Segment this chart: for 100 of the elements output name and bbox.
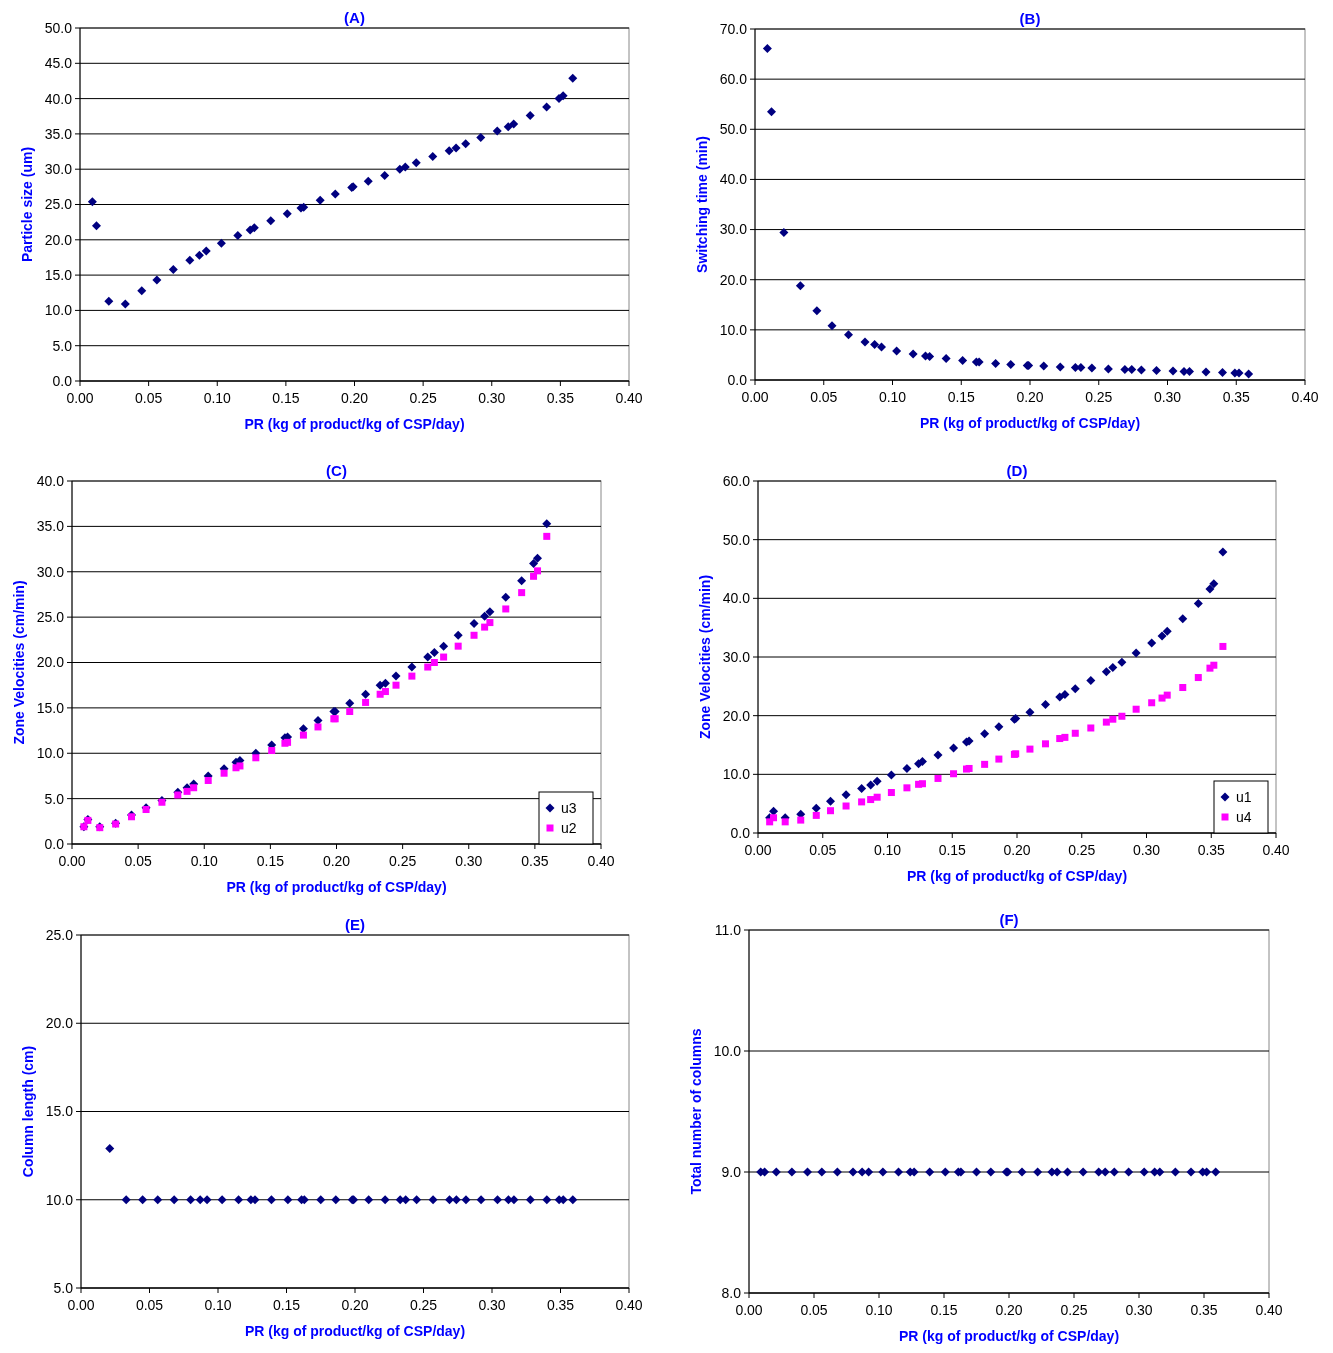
y-tick-label: 30.0 bbox=[36, 563, 65, 580]
x-axis-title: PR (kg of product/kg of CSP/day) bbox=[244, 1323, 466, 1339]
y-tick-label: 10.0 bbox=[44, 302, 73, 319]
legend-label: u4 bbox=[1236, 808, 1252, 825]
y-tick-label: 0.0 bbox=[730, 824, 751, 841]
y-tick-label: 60.0 bbox=[722, 472, 751, 489]
x-tick-label: 0.40 bbox=[1255, 1302, 1283, 1318]
y-axis-title: Switching time (min) bbox=[694, 136, 710, 273]
chart-title: (F) bbox=[999, 911, 1019, 928]
y-tick-label: 25.0 bbox=[36, 609, 65, 626]
y-tick-label: 10.0 bbox=[713, 1042, 742, 1059]
y-axis-title: Particle size (um) bbox=[19, 146, 35, 263]
y-tick-label: 8.0 bbox=[721, 1284, 742, 1301]
x-tick-label: 0.10 bbox=[204, 1297, 232, 1313]
x-tick-label: 0.10 bbox=[873, 842, 902, 858]
x-tick-label: 0.20 bbox=[341, 1297, 369, 1313]
x-tick-label: 0.25 bbox=[409, 390, 437, 406]
x-axis-title: PR (kg of product/kg of CSP/day) bbox=[906, 868, 1128, 884]
y-tick-label: 25.0 bbox=[44, 196, 73, 213]
y-tick-label: 10.0 bbox=[36, 745, 65, 762]
x-tick-label: 0.15 bbox=[938, 842, 967, 858]
y-tick-label: 0.0 bbox=[52, 372, 73, 389]
x-tick-label: 0.00 bbox=[67, 1297, 95, 1313]
x-tick-label: 0.25 bbox=[409, 1297, 438, 1313]
y-tick-label: 50.0 bbox=[722, 531, 751, 548]
y-tick-label: 30.0 bbox=[722, 648, 751, 665]
x-tick-label: 0.35 bbox=[1190, 1302, 1218, 1318]
x-tick-label: 0.15 bbox=[930, 1302, 958, 1318]
x-tick-label: 0.00 bbox=[735, 1302, 763, 1318]
legend-label: u2 bbox=[561, 819, 577, 836]
legend-label: u3 bbox=[561, 799, 577, 816]
y-tick-label: 0.0 bbox=[727, 371, 748, 388]
x-tick-label: 0.30 bbox=[1132, 842, 1161, 858]
x-tick-label: 0.00 bbox=[58, 853, 86, 869]
x-tick-label: 0.10 bbox=[203, 390, 232, 406]
x-tick-label: 0.35 bbox=[1222, 389, 1251, 405]
x-tick-label: 0.10 bbox=[190, 853, 219, 869]
x-tick-label: 0.40 bbox=[1291, 389, 1319, 405]
chart-title: (A) bbox=[344, 9, 365, 26]
x-tick-label: 0.25 bbox=[1060, 1302, 1088, 1318]
y-tick-label: 5.0 bbox=[44, 790, 65, 807]
x-tick-label: 0.40 bbox=[587, 853, 615, 869]
x-tick-label: 0.25 bbox=[1068, 842, 1096, 858]
x-tick-label: 0.35 bbox=[546, 1297, 575, 1313]
x-tick-label: 0.40 bbox=[1262, 842, 1290, 858]
y-tick-label: 9.0 bbox=[721, 1163, 742, 1180]
y-tick-label: 15.0 bbox=[45, 1103, 74, 1120]
y-tick-label: 20.0 bbox=[45, 1015, 74, 1032]
x-tick-label: 0.05 bbox=[809, 842, 837, 858]
y-tick-label: 40.0 bbox=[44, 90, 73, 107]
x-axis-title: PR (kg of product/kg of CSP/day) bbox=[919, 415, 1141, 431]
y-tick-label: 10.0 bbox=[722, 766, 751, 783]
y-tick-label: 5.0 bbox=[52, 337, 73, 354]
y-axis-title: Total number of columns bbox=[688, 1028, 704, 1195]
y-axis-title: Zone Velocities (cm/min) bbox=[11, 580, 27, 745]
y-tick-label: 11.0 bbox=[714, 921, 742, 938]
y-tick-label: 70.0 bbox=[719, 20, 748, 37]
y-tick-label: 60.0 bbox=[719, 71, 748, 88]
x-axis-title: PR (kg of product/kg of CSP/day) bbox=[244, 416, 465, 432]
x-tick-label: 0.25 bbox=[1085, 389, 1113, 405]
y-tick-label: 20.0 bbox=[44, 231, 73, 248]
y-tick-label: 0.0 bbox=[44, 835, 65, 852]
x-tick-label: 0.35 bbox=[1197, 842, 1226, 858]
x-tick-label: 0.10 bbox=[878, 389, 907, 405]
x-tick-label: 0.15 bbox=[272, 1297, 301, 1313]
y-tick-label: 30.0 bbox=[719, 221, 748, 238]
x-tick-label: 0.05 bbox=[124, 853, 152, 869]
chart-title: (E) bbox=[345, 916, 365, 933]
x-tick-label: 0.05 bbox=[135, 390, 163, 406]
y-tick-label: 40.0 bbox=[722, 590, 751, 607]
x-tick-label: 0.15 bbox=[272, 390, 300, 406]
y-tick-label: 15.0 bbox=[36, 699, 65, 716]
x-tick-label: 0.40 bbox=[615, 390, 643, 406]
x-tick-label: 0.15 bbox=[947, 389, 976, 405]
x-tick-label: 0.05 bbox=[135, 1297, 164, 1313]
y-tick-label: 20.0 bbox=[36, 654, 65, 671]
x-tick-label: 0.00 bbox=[744, 842, 772, 858]
y-tick-label: 45.0 bbox=[44, 55, 73, 72]
x-tick-label: 0.05 bbox=[810, 389, 838, 405]
y-tick-label: 15.0 bbox=[44, 267, 73, 283]
y-tick-label: 35.0 bbox=[36, 518, 65, 535]
x-tick-label: 0.30 bbox=[455, 853, 483, 869]
y-tick-label: 10.0 bbox=[45, 1191, 74, 1208]
chart-title: (B) bbox=[1019, 10, 1041, 27]
x-tick-label: 0.40 bbox=[615, 1297, 643, 1313]
y-tick-label: 30.0 bbox=[44, 161, 73, 178]
y-tick-label: 40.0 bbox=[36, 472, 65, 489]
x-tick-label: 0.20 bbox=[1003, 842, 1031, 858]
x-tick-label: 0.30 bbox=[478, 390, 506, 406]
y-tick-label: 50.0 bbox=[719, 121, 748, 138]
legend-label: u1 bbox=[1236, 788, 1252, 805]
x-tick-label: 0.00 bbox=[741, 389, 769, 405]
x-tick-label: 0.10 bbox=[865, 1302, 893, 1318]
y-tick-label: 25.0 bbox=[45, 926, 74, 943]
chart-title: (D) bbox=[1006, 462, 1028, 479]
x-tick-label: 0.35 bbox=[521, 853, 549, 869]
x-tick-label: 0.30 bbox=[1153, 389, 1182, 405]
x-tick-label: 0.20 bbox=[322, 853, 351, 869]
x-tick-label: 0.15 bbox=[256, 853, 285, 869]
y-tick-label: 50.0 bbox=[44, 19, 73, 36]
